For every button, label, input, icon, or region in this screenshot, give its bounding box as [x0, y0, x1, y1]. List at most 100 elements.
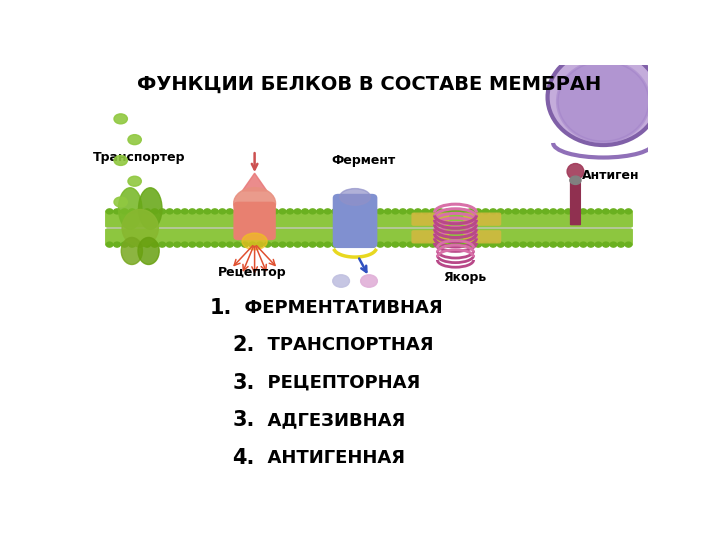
- Circle shape: [189, 242, 196, 247]
- Ellipse shape: [548, 50, 660, 145]
- Circle shape: [241, 242, 248, 247]
- Circle shape: [580, 242, 587, 247]
- Circle shape: [354, 209, 361, 214]
- Text: Фермент: Фермент: [332, 154, 396, 167]
- Ellipse shape: [122, 210, 158, 247]
- Circle shape: [362, 242, 369, 247]
- Circle shape: [565, 242, 572, 247]
- Circle shape: [294, 209, 301, 214]
- Circle shape: [271, 242, 279, 247]
- Circle shape: [310, 242, 316, 247]
- Ellipse shape: [242, 233, 267, 249]
- Circle shape: [121, 209, 128, 214]
- Circle shape: [144, 242, 150, 247]
- Circle shape: [212, 242, 218, 247]
- Circle shape: [580, 209, 587, 214]
- Ellipse shape: [138, 238, 159, 265]
- Circle shape: [256, 242, 264, 247]
- Circle shape: [256, 209, 264, 214]
- Circle shape: [557, 242, 564, 247]
- Circle shape: [159, 209, 166, 214]
- Circle shape: [287, 242, 293, 247]
- Ellipse shape: [234, 188, 276, 219]
- FancyBboxPatch shape: [105, 228, 633, 246]
- FancyBboxPatch shape: [411, 213, 449, 226]
- Circle shape: [279, 209, 286, 214]
- Circle shape: [384, 242, 391, 247]
- Text: Якорь: Якорь: [444, 271, 487, 284]
- Circle shape: [542, 242, 549, 247]
- Circle shape: [384, 209, 391, 214]
- Circle shape: [482, 209, 489, 214]
- Circle shape: [271, 209, 279, 214]
- Circle shape: [498, 242, 504, 247]
- Text: ФЕРМЕНТАТИВНАЯ: ФЕРМЕНТАТИВНАЯ: [233, 299, 443, 317]
- Circle shape: [550, 242, 557, 247]
- Circle shape: [264, 209, 271, 214]
- Ellipse shape: [119, 188, 142, 230]
- Circle shape: [505, 242, 511, 247]
- Circle shape: [369, 242, 376, 247]
- Circle shape: [151, 209, 158, 214]
- Circle shape: [332, 209, 338, 214]
- Circle shape: [535, 242, 541, 247]
- Circle shape: [369, 209, 376, 214]
- Circle shape: [625, 209, 632, 214]
- Circle shape: [212, 209, 218, 214]
- Circle shape: [159, 242, 166, 247]
- Circle shape: [294, 242, 301, 247]
- Circle shape: [197, 209, 203, 214]
- Circle shape: [392, 209, 399, 214]
- Ellipse shape: [121, 238, 143, 265]
- Circle shape: [234, 242, 240, 247]
- Circle shape: [339, 209, 346, 214]
- Circle shape: [362, 209, 369, 214]
- Circle shape: [166, 242, 173, 247]
- Circle shape: [474, 242, 482, 247]
- Circle shape: [114, 156, 127, 165]
- Circle shape: [377, 242, 384, 247]
- Circle shape: [437, 242, 444, 247]
- Circle shape: [437, 209, 444, 214]
- Circle shape: [129, 242, 135, 247]
- Text: АНТИГЕННАЯ: АНТИГЕННАЯ: [255, 449, 405, 467]
- Circle shape: [527, 209, 534, 214]
- Circle shape: [332, 242, 338, 247]
- Circle shape: [174, 242, 181, 247]
- Circle shape: [204, 209, 211, 214]
- Circle shape: [430, 242, 436, 247]
- Polygon shape: [243, 173, 267, 191]
- Circle shape: [181, 209, 188, 214]
- Circle shape: [595, 209, 602, 214]
- Circle shape: [550, 209, 557, 214]
- Text: РЕЦЕПТОРНАЯ: РЕЦЕПТОРНАЯ: [255, 374, 420, 392]
- Circle shape: [264, 242, 271, 247]
- FancyBboxPatch shape: [105, 210, 633, 227]
- Circle shape: [234, 209, 240, 214]
- Circle shape: [625, 242, 632, 247]
- Circle shape: [490, 242, 497, 247]
- Circle shape: [324, 209, 331, 214]
- Circle shape: [570, 176, 581, 185]
- Text: 3.: 3.: [233, 373, 255, 393]
- Circle shape: [603, 209, 609, 214]
- Circle shape: [347, 242, 354, 247]
- Text: ТРАНСПОРТНАЯ: ТРАНСПОРТНАЯ: [255, 336, 433, 354]
- Circle shape: [249, 209, 256, 214]
- Circle shape: [114, 242, 120, 247]
- Circle shape: [310, 209, 316, 214]
- Circle shape: [535, 209, 541, 214]
- Text: ФУНКЦИИ БЕЛКОВ В СОСТАВЕ МЕМБРАН: ФУНКЦИИ БЕЛКОВ В СОСТАВЕ МЕМБРАН: [137, 75, 601, 94]
- Circle shape: [144, 209, 150, 214]
- FancyBboxPatch shape: [333, 194, 377, 248]
- Circle shape: [204, 242, 211, 247]
- Circle shape: [445, 242, 451, 247]
- Circle shape: [241, 209, 248, 214]
- FancyBboxPatch shape: [570, 178, 581, 225]
- Circle shape: [459, 209, 467, 214]
- Circle shape: [219, 209, 225, 214]
- Circle shape: [361, 275, 377, 287]
- Circle shape: [317, 209, 323, 214]
- Circle shape: [400, 242, 406, 247]
- Circle shape: [407, 209, 414, 214]
